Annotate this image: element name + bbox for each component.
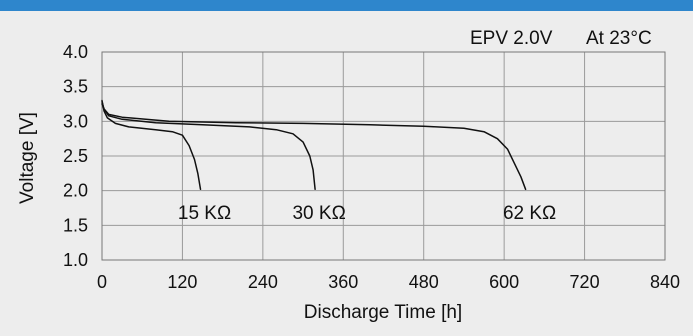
y-tick-label: 1.0 xyxy=(63,250,88,270)
x-axis-title: Discharge Time [h] xyxy=(304,302,462,323)
annotation-epv: EPV 2.0V xyxy=(470,28,553,49)
x-tick-label: 720 xyxy=(570,272,600,292)
series-label: 30 KΩ xyxy=(292,203,345,224)
x-tick-label: 840 xyxy=(650,272,680,292)
series-line xyxy=(101,103,527,191)
y-tick-label: 3.0 xyxy=(63,111,88,131)
x-tick-labels: 0 120 240 360 480 600 720 840 xyxy=(97,272,680,292)
series-lines xyxy=(101,99,527,191)
y-tick-label: 3.5 xyxy=(63,77,88,97)
y-axis-title: Voltage [V] xyxy=(17,112,38,204)
series-label: 15 KΩ xyxy=(178,203,231,224)
y-tick-label: 4.0 xyxy=(63,42,88,62)
y-tick-label: 2.0 xyxy=(63,181,88,201)
top-accent-bar xyxy=(0,0,693,11)
series-label: 62 KΩ xyxy=(503,203,556,224)
y-tick-label: 2.5 xyxy=(63,146,88,166)
x-tick-label: 0 xyxy=(97,272,107,292)
series-labels: 15 KΩ 30 KΩ 62 KΩ xyxy=(178,203,556,224)
annotation-temperature: At 23°C xyxy=(586,28,652,49)
series-line xyxy=(101,101,316,191)
x-tick-label: 600 xyxy=(489,272,519,292)
x-tick-label: 480 xyxy=(409,272,439,292)
x-tick-label: 120 xyxy=(167,272,197,292)
x-tick-label: 240 xyxy=(248,272,278,292)
y-tick-label: 1.5 xyxy=(63,215,88,235)
plot-border xyxy=(101,51,666,261)
x-tick-label: 360 xyxy=(328,272,358,292)
y-tick-labels: 1.0 1.5 2.0 2.5 3.0 3.5 4.0 xyxy=(63,42,88,270)
grid-lines xyxy=(102,52,665,260)
series-line xyxy=(101,99,202,191)
